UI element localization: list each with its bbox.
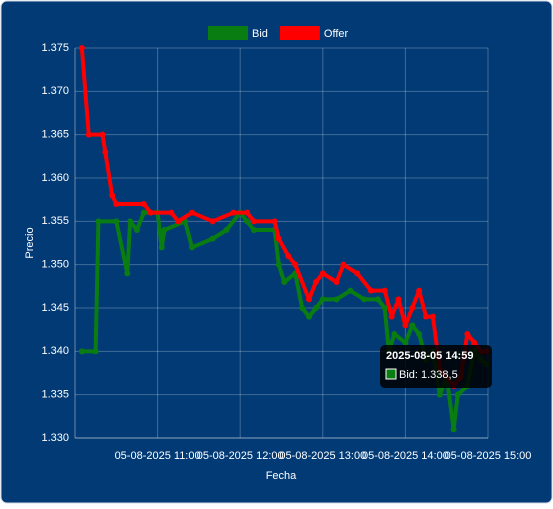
data-point — [367, 287, 374, 294]
data-point — [312, 279, 319, 285]
y-tick-label: 1.375 — [41, 42, 69, 54]
y-tick-label: 1.340 — [41, 345, 69, 357]
data-point — [391, 331, 398, 337]
data-point — [189, 209, 196, 216]
data-point — [450, 426, 457, 433]
data-point — [464, 331, 471, 337]
data-point — [78, 348, 85, 355]
x-tick-label: 05-08-2025 14:00 — [362, 450, 449, 462]
data-point — [402, 322, 409, 329]
data-point — [244, 218, 251, 225]
tooltip-box — [380, 345, 492, 388]
y-axis-title: Precio — [24, 227, 36, 258]
x-tick-label: 05-08-2025 12:00 — [197, 450, 284, 462]
data-point — [454, 391, 461, 398]
data-point — [347, 287, 354, 294]
x-axis-title: Fecha — [266, 470, 297, 482]
data-point — [275, 235, 282, 242]
legend-label: Bid — [252, 28, 268, 40]
tooltip-swatch — [385, 368, 397, 380]
data-point — [299, 305, 306, 311]
data-point — [381, 287, 388, 294]
legend-label: Offer — [324, 28, 349, 40]
data-point — [250, 227, 257, 233]
y-tick-label: 1.365 — [41, 129, 69, 141]
data-point — [85, 131, 92, 138]
x-tick-label: 05-08-2025 13:00 — [279, 450, 366, 462]
data-point — [78, 45, 85, 51]
data-point — [209, 235, 216, 242]
data-point — [161, 227, 168, 233]
data-point — [285, 253, 292, 259]
y-tick-label: 1.360 — [41, 172, 69, 184]
data-point — [99, 131, 106, 138]
data-point — [423, 313, 430, 320]
data-point — [436, 391, 443, 398]
data-point — [271, 218, 278, 225]
data-point — [281, 279, 288, 285]
data-point — [275, 261, 282, 268]
data-point — [244, 209, 251, 216]
data-point — [124, 270, 131, 277]
data-point — [312, 305, 319, 311]
x-tick-label: 05-08-2025 11:00 — [115, 450, 201, 462]
legend-swatch — [208, 26, 248, 40]
data-point — [158, 244, 165, 251]
data-point — [223, 227, 230, 233]
data-point — [471, 339, 478, 346]
data-point — [388, 313, 395, 320]
y-tick-label: 1.330 — [41, 432, 69, 444]
tooltip-label: Bid: 1.338,5 — [399, 369, 458, 381]
data-point — [147, 209, 154, 216]
data-point — [333, 296, 340, 303]
data-point — [250, 218, 257, 225]
data-point — [416, 331, 423, 337]
y-tick-label: 1.345 — [41, 302, 69, 314]
data-point — [175, 218, 182, 225]
data-point — [209, 218, 216, 225]
data-point — [113, 201, 120, 207]
data-point — [133, 227, 140, 233]
data-point — [319, 270, 326, 277]
data-point — [409, 322, 416, 329]
tooltip-title: 2025-08-05 14:59 — [386, 350, 473, 362]
tooltip: 2025-08-05 14:59 Bid: 1.338,5 — [380, 345, 492, 388]
data-point — [416, 287, 423, 294]
y-tick-label: 1.355 — [41, 215, 69, 227]
data-point — [429, 313, 436, 320]
data-point — [340, 261, 347, 268]
y-tick-label: 1.335 — [41, 389, 69, 401]
data-point — [395, 296, 402, 303]
legend-swatch — [279, 26, 320, 40]
data-point — [292, 261, 299, 268]
data-point — [140, 201, 147, 207]
data-point — [374, 296, 381, 303]
data-point — [361, 296, 368, 303]
data-point — [333, 279, 340, 285]
data-point — [319, 296, 326, 303]
data-point — [109, 192, 116, 199]
x-tick-label: 05-08-2025 15:00 — [445, 450, 532, 462]
data-point — [306, 296, 313, 303]
data-point — [402, 339, 409, 346]
data-point — [354, 270, 361, 277]
y-tick-label: 1.350 — [41, 259, 69, 271]
data-point — [127, 218, 134, 225]
data-point — [381, 305, 388, 311]
data-point — [102, 149, 109, 155]
y-tick-label: 1.370 — [41, 85, 69, 97]
data-point — [189, 244, 196, 251]
data-point — [230, 209, 237, 216]
data-point — [92, 348, 99, 355]
data-point — [306, 313, 313, 320]
data-point — [168, 209, 175, 216]
data-point — [95, 218, 102, 225]
data-point — [113, 218, 120, 225]
data-point — [409, 305, 416, 311]
data-point — [140, 209, 147, 216]
